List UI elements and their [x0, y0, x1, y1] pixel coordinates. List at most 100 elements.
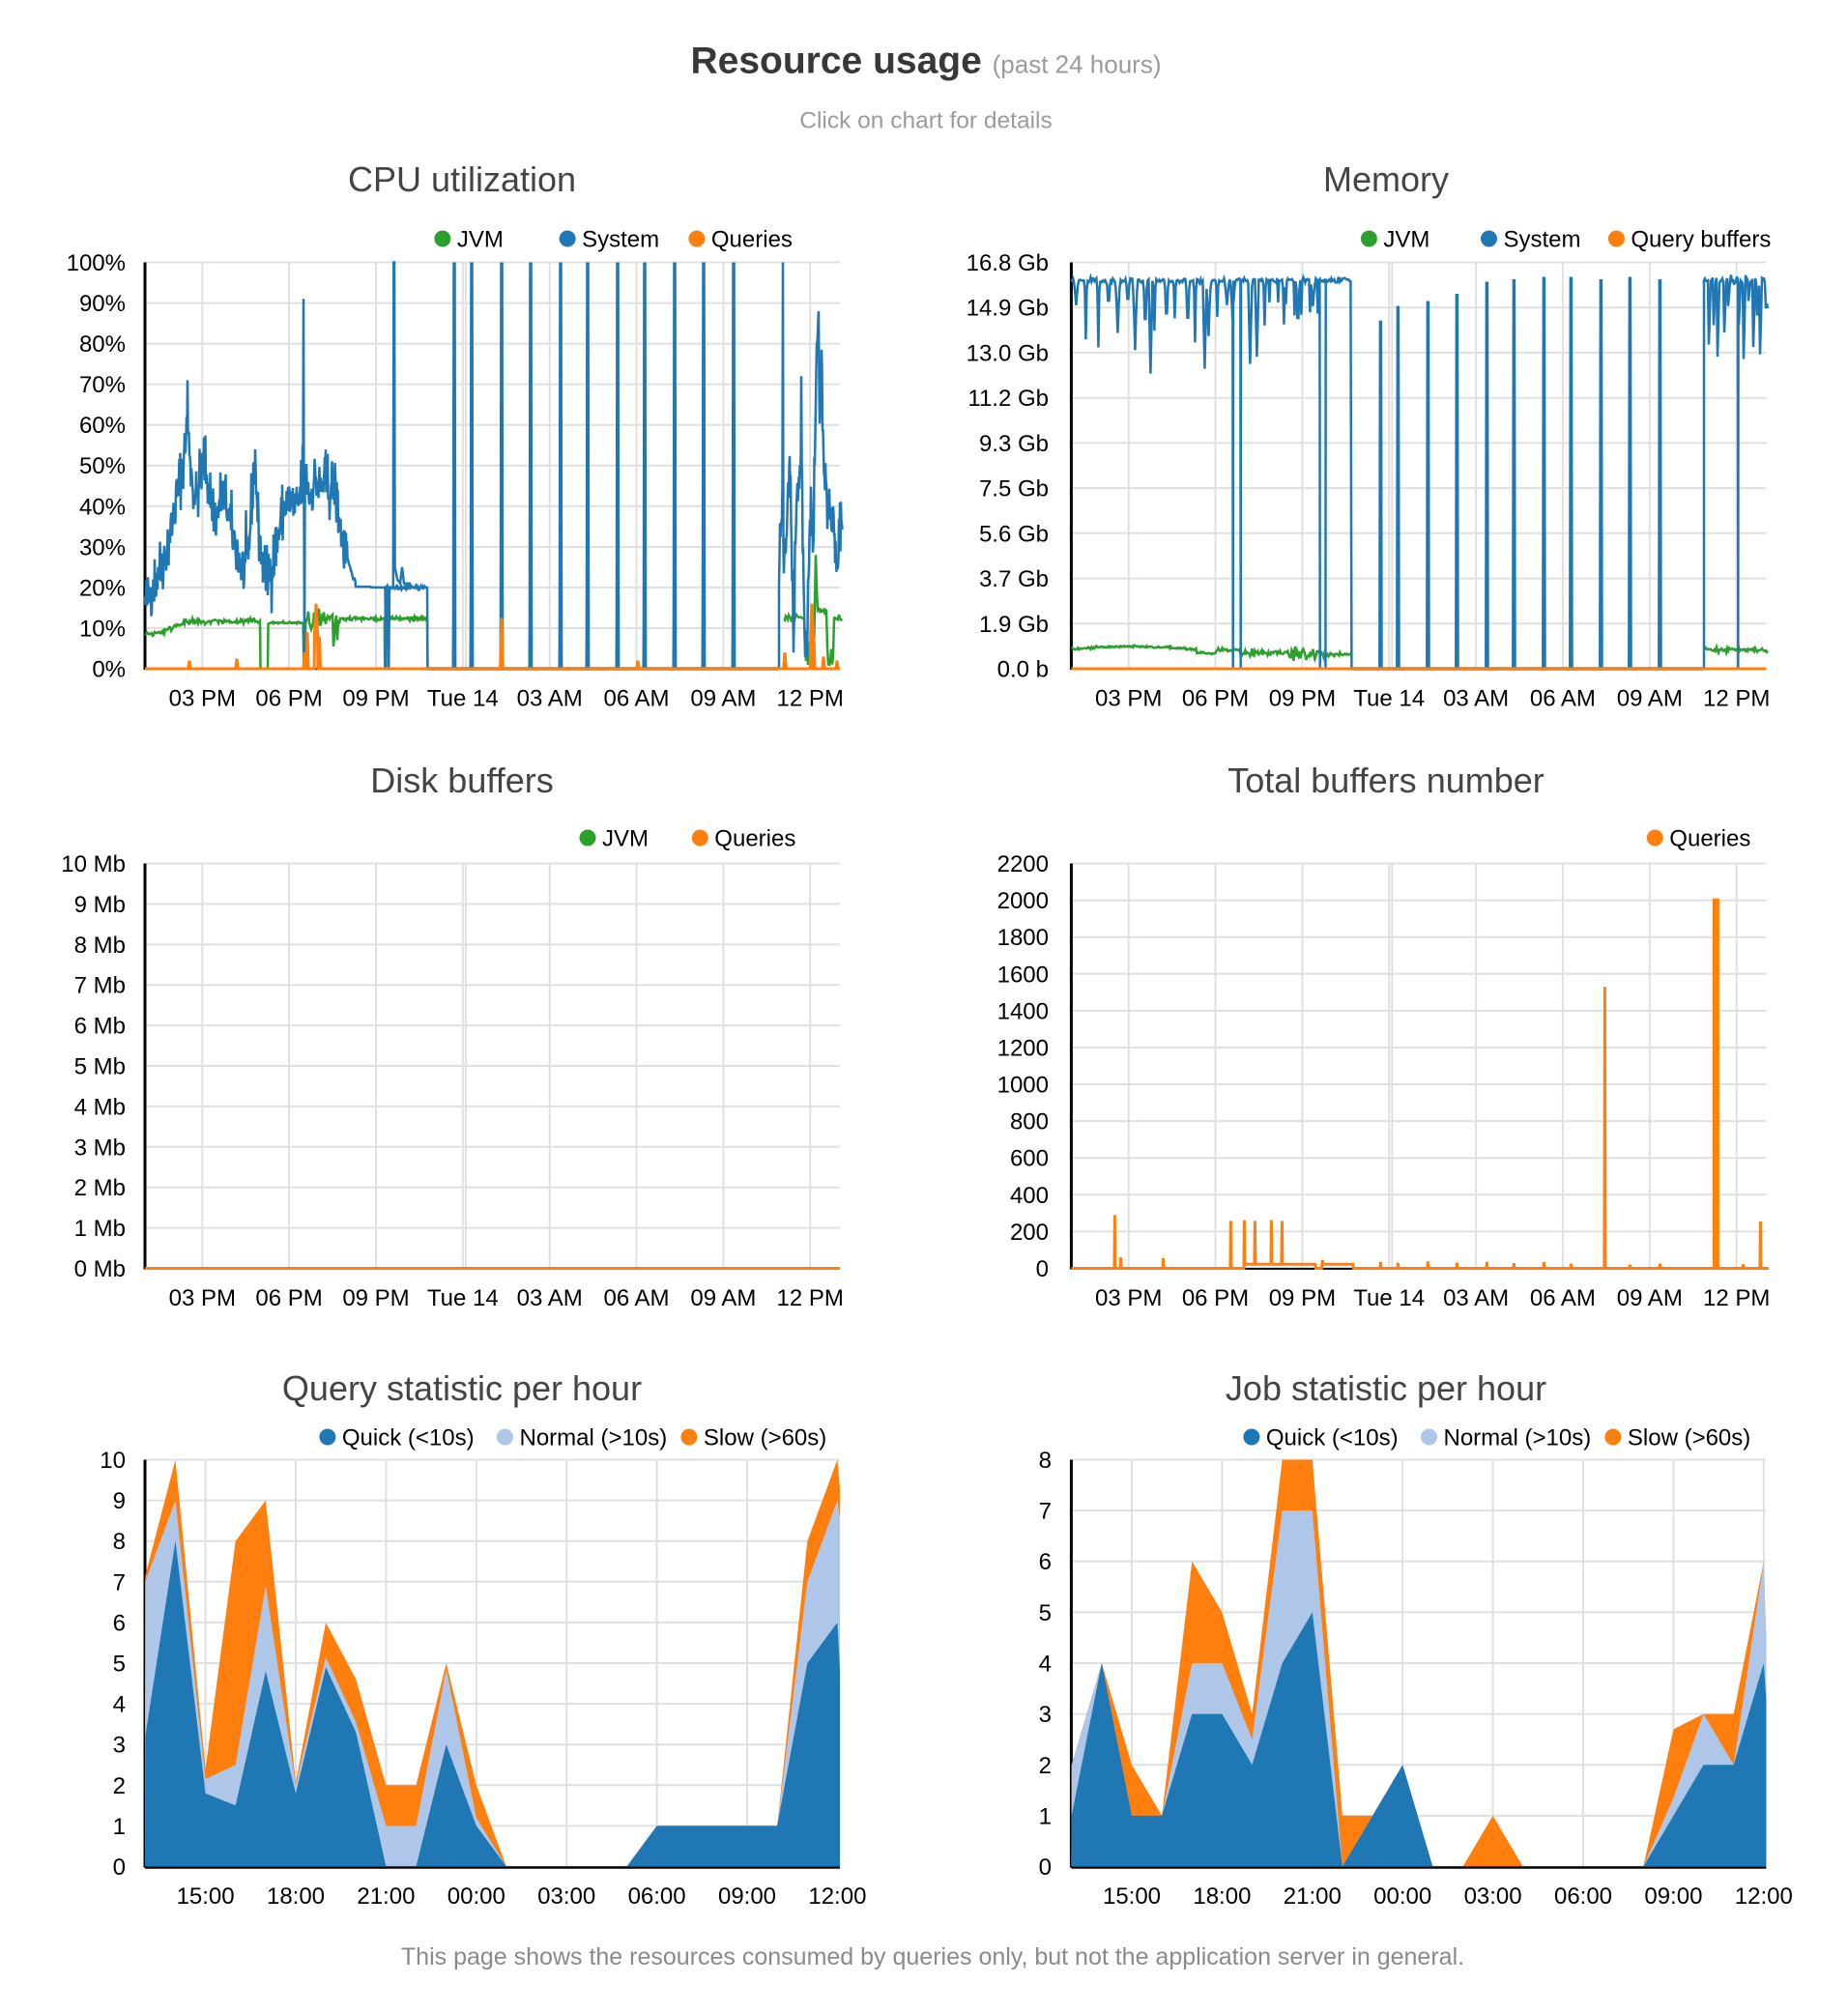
svg-text:Tue 14: Tue 14	[1353, 1285, 1425, 1311]
svg-text:3.7 Gb: 3.7 Gb	[979, 566, 1049, 592]
svg-text:06 PM: 06 PM	[1182, 1285, 1249, 1311]
svg-text:20%: 20%	[79, 575, 126, 601]
svg-text:7 Mb: 7 Mb	[74, 973, 126, 999]
svg-text:400: 400	[1010, 1183, 1049, 1209]
svg-text:2: 2	[1039, 1753, 1052, 1779]
svg-text:10%: 10%	[79, 617, 126, 643]
svg-text:12 PM: 12 PM	[1703, 686, 1770, 712]
svg-text:18:00: 18:00	[267, 1883, 325, 1910]
svg-text:09 PM: 09 PM	[1269, 1285, 1336, 1311]
svg-text:10: 10	[100, 1448, 126, 1474]
svg-text:JVM: JVM	[457, 227, 504, 253]
svg-text:2 Mb: 2 Mb	[74, 1175, 126, 1201]
svg-text:09 AM: 09 AM	[690, 686, 756, 712]
svg-text:0: 0	[1036, 1256, 1049, 1282]
svg-text:03 AM: 03 AM	[1443, 686, 1509, 712]
svg-text:Queries: Queries	[1669, 826, 1750, 852]
svg-text:4: 4	[113, 1692, 126, 1718]
svg-text:1000: 1000	[997, 1073, 1049, 1099]
svg-text:03 PM: 03 PM	[1095, 1285, 1162, 1311]
svg-text:Tue 14: Tue 14	[427, 686, 499, 712]
svg-text:Tue 14: Tue 14	[427, 1285, 499, 1311]
svg-text:06 AM: 06 AM	[603, 1285, 669, 1311]
svg-text:06 AM: 06 AM	[1530, 686, 1596, 712]
svg-text:1 Mb: 1 Mb	[74, 1216, 126, 1242]
svg-text:18:00: 18:00	[1193, 1883, 1251, 1910]
svg-text:03 PM: 03 PM	[1095, 686, 1162, 712]
svg-text:09 PM: 09 PM	[1269, 686, 1336, 712]
svg-text:Click on chart for details: Click on chart for details	[799, 108, 1052, 134]
svg-text:21:00: 21:00	[357, 1883, 415, 1910]
svg-text:0.0 b: 0.0 b	[997, 657, 1049, 683]
svg-text:System: System	[582, 227, 659, 253]
svg-text:Normal (>10s): Normal (>10s)	[1444, 1425, 1592, 1452]
svg-text:06 AM: 06 AM	[1530, 1285, 1596, 1311]
svg-text:Normal (>10s): Normal (>10s)	[520, 1425, 668, 1452]
svg-text:6: 6	[113, 1610, 126, 1636]
svg-text:9 Mb: 9 Mb	[74, 892, 126, 918]
svg-text:8 Mb: 8 Mb	[74, 933, 126, 959]
svg-text:Query buffers: Query buffers	[1631, 227, 1771, 253]
svg-text:06 AM: 06 AM	[603, 686, 669, 712]
svg-text:Slow (>60s): Slow (>60s)	[1628, 1425, 1750, 1452]
svg-text:12 PM: 12 PM	[777, 686, 844, 712]
svg-text:Disk buffers: Disk buffers	[370, 761, 553, 800]
svg-text:6: 6	[1039, 1549, 1052, 1575]
svg-text:11.2 Gb: 11.2 Gb	[967, 386, 1049, 412]
svg-text:2200: 2200	[997, 851, 1049, 877]
svg-text:09:00: 09:00	[718, 1883, 776, 1910]
svg-text:5: 5	[113, 1652, 126, 1678]
svg-text:2: 2	[113, 1773, 126, 1799]
svg-text:4: 4	[1039, 1652, 1052, 1678]
svg-text:14.9 Gb: 14.9 Gb	[967, 296, 1049, 322]
svg-text:03 AM: 03 AM	[1443, 1285, 1509, 1311]
svg-text:60%: 60%	[79, 413, 126, 439]
svg-text:JVM: JVM	[1383, 227, 1429, 253]
svg-text:2000: 2000	[997, 888, 1049, 914]
svg-text:40%: 40%	[79, 494, 126, 520]
svg-text:System: System	[1504, 227, 1581, 253]
svg-text:4 Mb: 4 Mb	[74, 1094, 126, 1120]
svg-text:16.8 Gb: 16.8 Gb	[967, 250, 1049, 276]
svg-text:8: 8	[113, 1529, 126, 1555]
svg-text:03 PM: 03 PM	[169, 1285, 236, 1311]
svg-text:06:00: 06:00	[1554, 1883, 1612, 1910]
svg-text:3: 3	[1039, 1702, 1052, 1728]
svg-text:7: 7	[1039, 1499, 1052, 1525]
svg-text:12 PM: 12 PM	[1703, 1285, 1770, 1311]
svg-text:12 PM: 12 PM	[777, 1285, 844, 1311]
svg-text:70%: 70%	[79, 372, 126, 398]
svg-text:06 PM: 06 PM	[255, 1285, 322, 1311]
svg-text:Query statistic per hour: Query statistic per hour	[282, 1368, 642, 1408]
svg-text:Job statistic per hour: Job statistic per hour	[1226, 1368, 1546, 1408]
svg-text:800: 800	[1010, 1109, 1049, 1135]
svg-text:06:00: 06:00	[628, 1883, 686, 1910]
svg-text:00:00: 00:00	[448, 1883, 505, 1910]
svg-text:0: 0	[1039, 1854, 1052, 1881]
svg-text:03 AM: 03 AM	[517, 1285, 583, 1311]
svg-text:7.5 Gb: 7.5 Gb	[979, 476, 1049, 503]
svg-text:Total buffers number: Total buffers number	[1227, 761, 1545, 800]
svg-text:00:00: 00:00	[1373, 1883, 1431, 1910]
svg-text:03 AM: 03 AM	[517, 686, 583, 712]
svg-text:5 Mb: 5 Mb	[74, 1054, 126, 1080]
svg-text:09 AM: 09 AM	[1617, 1285, 1683, 1311]
svg-text:Slow (>60s): Slow (>60s)	[704, 1425, 826, 1452]
svg-text:50%: 50%	[79, 453, 126, 479]
svg-text:13.0 Gb: 13.0 Gb	[967, 340, 1049, 366]
svg-text:CPU utilization: CPU utilization	[348, 159, 576, 199]
svg-text:12:00: 12:00	[1735, 1883, 1793, 1910]
svg-text:3 Mb: 3 Mb	[74, 1135, 126, 1161]
svg-text:0: 0	[113, 1854, 126, 1881]
svg-text:09 AM: 09 AM	[690, 1285, 756, 1311]
svg-text:Queries: Queries	[714, 826, 795, 852]
svg-text:09 PM: 09 PM	[342, 1285, 409, 1311]
svg-text:5.6 Gb: 5.6 Gb	[979, 521, 1049, 547]
svg-text:1400: 1400	[997, 998, 1049, 1024]
svg-text:0%: 0%	[92, 657, 126, 683]
svg-text:1600: 1600	[997, 962, 1049, 988]
svg-text:6 Mb: 6 Mb	[74, 1014, 126, 1040]
svg-text:06 PM: 06 PM	[255, 686, 322, 712]
svg-text:9: 9	[113, 1488, 126, 1514]
svg-text:This page shows the resources: This page shows the resources consumed b…	[401, 1943, 1464, 1970]
